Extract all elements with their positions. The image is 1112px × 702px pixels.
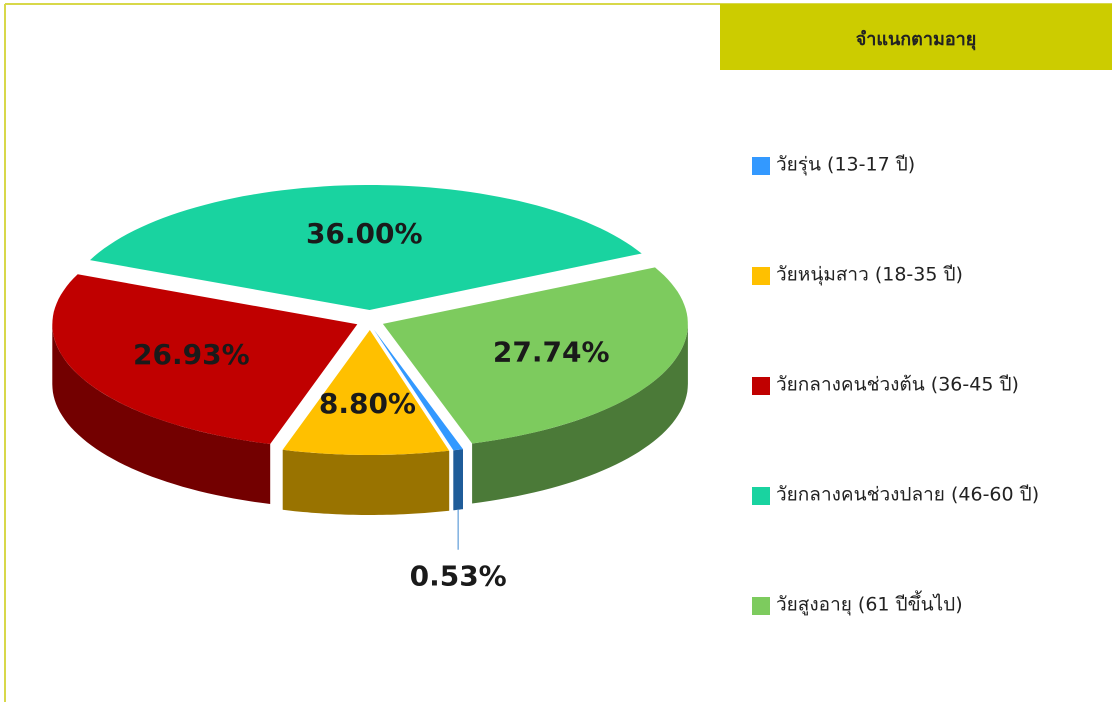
slice-side bbox=[282, 449, 450, 515]
slice-side bbox=[52, 324, 271, 504]
legend-swatch bbox=[752, 597, 770, 615]
value-label: 0.53% bbox=[410, 560, 507, 593]
legend-header bbox=[720, 4, 1112, 70]
legend-label: วัยสูงอายุ (61 ปีขึ้นไป) bbox=[776, 591, 963, 617]
legend-swatch bbox=[752, 267, 770, 285]
legend-label: วัยกลางคนช่วงต้น (36-45 ปี) bbox=[776, 374, 1019, 396]
legend-title: จำแนกตามอายุ bbox=[856, 29, 977, 51]
legend-swatch bbox=[752, 377, 770, 395]
legend-swatch bbox=[752, 487, 770, 505]
slice-side bbox=[453, 449, 463, 511]
value-label: 27.74% bbox=[493, 335, 610, 368]
slice bbox=[282, 329, 450, 455]
slice bbox=[52, 274, 358, 444]
slice bbox=[373, 329, 463, 451]
legend-swatch bbox=[752, 157, 770, 175]
legend-label: วัยกลางคนช่วงปลาย (46-60 ปี) bbox=[776, 484, 1039, 506]
legend-label: วัยรุ่น (13-17 ปี) bbox=[776, 154, 915, 177]
value-label: 26.93% bbox=[133, 338, 250, 371]
slice bbox=[90, 185, 642, 311]
legend-label: วัยหนุ่มสาว (18-35 ปี) bbox=[776, 264, 963, 287]
value-label: 36.00% bbox=[306, 217, 423, 250]
slice bbox=[382, 267, 688, 444]
value-label: 8.80% bbox=[319, 387, 416, 420]
slice-side bbox=[472, 323, 688, 504]
